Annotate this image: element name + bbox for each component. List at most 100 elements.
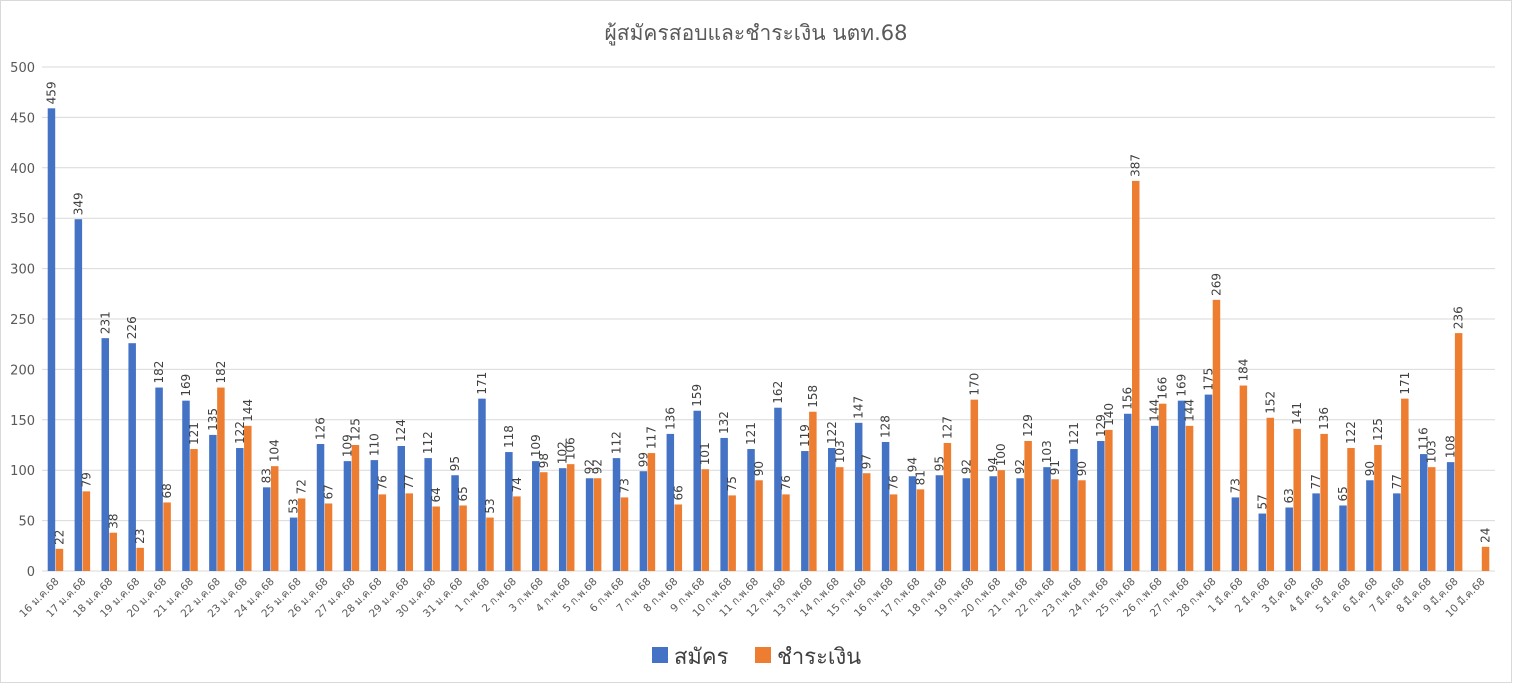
- data-label-payment: 72: [295, 479, 309, 494]
- bar-payment: [809, 411, 817, 571]
- data-label-applicants: 175: [1201, 368, 1215, 391]
- bar-payment: [1481, 546, 1490, 571]
- bar-payment: [1454, 333, 1463, 571]
- bar-payment: [782, 494, 790, 571]
- data-label-applicants: 94: [905, 457, 919, 472]
- bar-payment: [190, 449, 198, 571]
- bar-applicants: [478, 398, 486, 571]
- bar-applicants: [666, 433, 675, 571]
- bar-payment: [1105, 429, 1113, 571]
- data-label-applicants: 92: [583, 459, 597, 474]
- bar-payment: [459, 505, 467, 571]
- bar-applicants: [1258, 513, 1267, 571]
- data-label-payment: 66: [671, 485, 685, 500]
- y-tick-label: 150: [10, 414, 35, 429]
- data-label-applicants: 169: [1175, 374, 1189, 397]
- y-tick-label: 50: [18, 515, 35, 530]
- legend-label-payment: ชำระเงิน: [777, 645, 861, 670]
- bar-applicants: [1339, 505, 1347, 571]
- bar-applicants: [128, 343, 136, 571]
- data-label-payment: 100: [994, 443, 1008, 466]
- data-label-payment: 68: [160, 483, 174, 498]
- data-label-applicants: 144: [1148, 399, 1162, 422]
- bar-applicants: [1419, 454, 1428, 571]
- y-tick-label: 100: [10, 464, 35, 479]
- data-label-applicants: 94: [986, 457, 1000, 472]
- bar-payment: [163, 502, 171, 571]
- data-label-payment: 129: [1021, 414, 1035, 437]
- bar-payment: [943, 442, 952, 571]
- data-label-applicants: 116: [1417, 427, 1431, 450]
- bar-applicants: [370, 460, 379, 571]
- bar-payment: [1132, 180, 1140, 572]
- bar-payment: [862, 473, 871, 571]
- data-label-payment: 90: [1075, 461, 1089, 476]
- bar-payment: [405, 493, 413, 571]
- bar-applicants: [1043, 467, 1051, 571]
- legend-swatch-payment: [755, 647, 771, 663]
- bar-applicants: [989, 476, 997, 571]
- bar-applicants: [316, 443, 325, 571]
- data-label-payment: 387: [1129, 154, 1143, 177]
- data-label-payment: 23: [133, 529, 147, 544]
- bar-applicants: [47, 108, 56, 571]
- bar-payment: [566, 464, 575, 571]
- bar-applicants: [343, 461, 352, 571]
- data-label-payment: 77: [402, 474, 416, 489]
- bar-payment: [1347, 448, 1355, 571]
- data-label-applicants: 103: [1040, 440, 1054, 463]
- data-label-applicants: 112: [421, 431, 435, 454]
- y-tick-label: 200: [10, 363, 35, 378]
- y-tick-label: 400: [10, 162, 35, 177]
- bar-applicants: [1312, 493, 1320, 571]
- y-axis: 0 50 100 150 200 250 300 350 400 450 500: [10, 61, 35, 580]
- data-label-applicants: 132: [717, 411, 731, 434]
- data-label-applicants: 109: [529, 434, 543, 457]
- data-label-applicants: 109: [340, 434, 354, 457]
- bar-applicants: [1177, 400, 1186, 571]
- bar-payment: [916, 489, 925, 571]
- data-label-applicants: 124: [394, 419, 408, 442]
- bar-applicants: [101, 338, 110, 571]
- bar-applicants: [1231, 497, 1240, 571]
- legend: สมัคร ชำระเงิน: [652, 645, 861, 670]
- data-label-payment: 101: [698, 442, 712, 465]
- bar-payment: [674, 504, 683, 571]
- data-label-payment: 75: [725, 476, 739, 491]
- data-label-applicants: 121: [1067, 422, 1081, 445]
- data-label-applicants: 77: [1309, 474, 1323, 489]
- data-label-payment: 166: [1156, 377, 1170, 400]
- data-label-applicants: 231: [98, 311, 112, 334]
- bar-applicants: [182, 400, 190, 571]
- data-label-applicants: 77: [1390, 474, 1404, 489]
- data-label-payment: 53: [483, 498, 497, 513]
- bar-payment: [620, 497, 629, 571]
- data-label-payment: 144: [241, 399, 255, 422]
- bar-payment: [755, 480, 763, 571]
- bar-payment: [136, 547, 144, 571]
- data-label-payment: 81: [913, 470, 927, 485]
- bar-applicants: [289, 517, 298, 571]
- bar-applicants: [74, 219, 83, 571]
- data-label-applicants: 112: [610, 431, 624, 454]
- bar-applicants: [505, 452, 513, 571]
- data-label-payment: 117: [644, 426, 658, 449]
- bar-payment: [593, 478, 602, 571]
- bar-payment: [1427, 467, 1436, 571]
- bar-payment: [82, 491, 91, 571]
- data-label-applicants: 182: [152, 361, 166, 384]
- data-label-applicants: 122: [825, 421, 839, 444]
- data-label-applicants: 95: [932, 456, 946, 471]
- bar-applicants: [962, 478, 971, 571]
- bar-applicants: [397, 446, 405, 571]
- data-label-payment: 136: [1317, 407, 1331, 430]
- bar-applicants: [155, 387, 163, 571]
- bar-payment: [217, 387, 225, 571]
- data-label-applicants: 121: [744, 422, 758, 445]
- data-label-payment: 158: [806, 385, 820, 408]
- bar-payment: [324, 503, 333, 571]
- data-label-applicants: 108: [1444, 435, 1458, 458]
- bar-applicants: [209, 434, 217, 571]
